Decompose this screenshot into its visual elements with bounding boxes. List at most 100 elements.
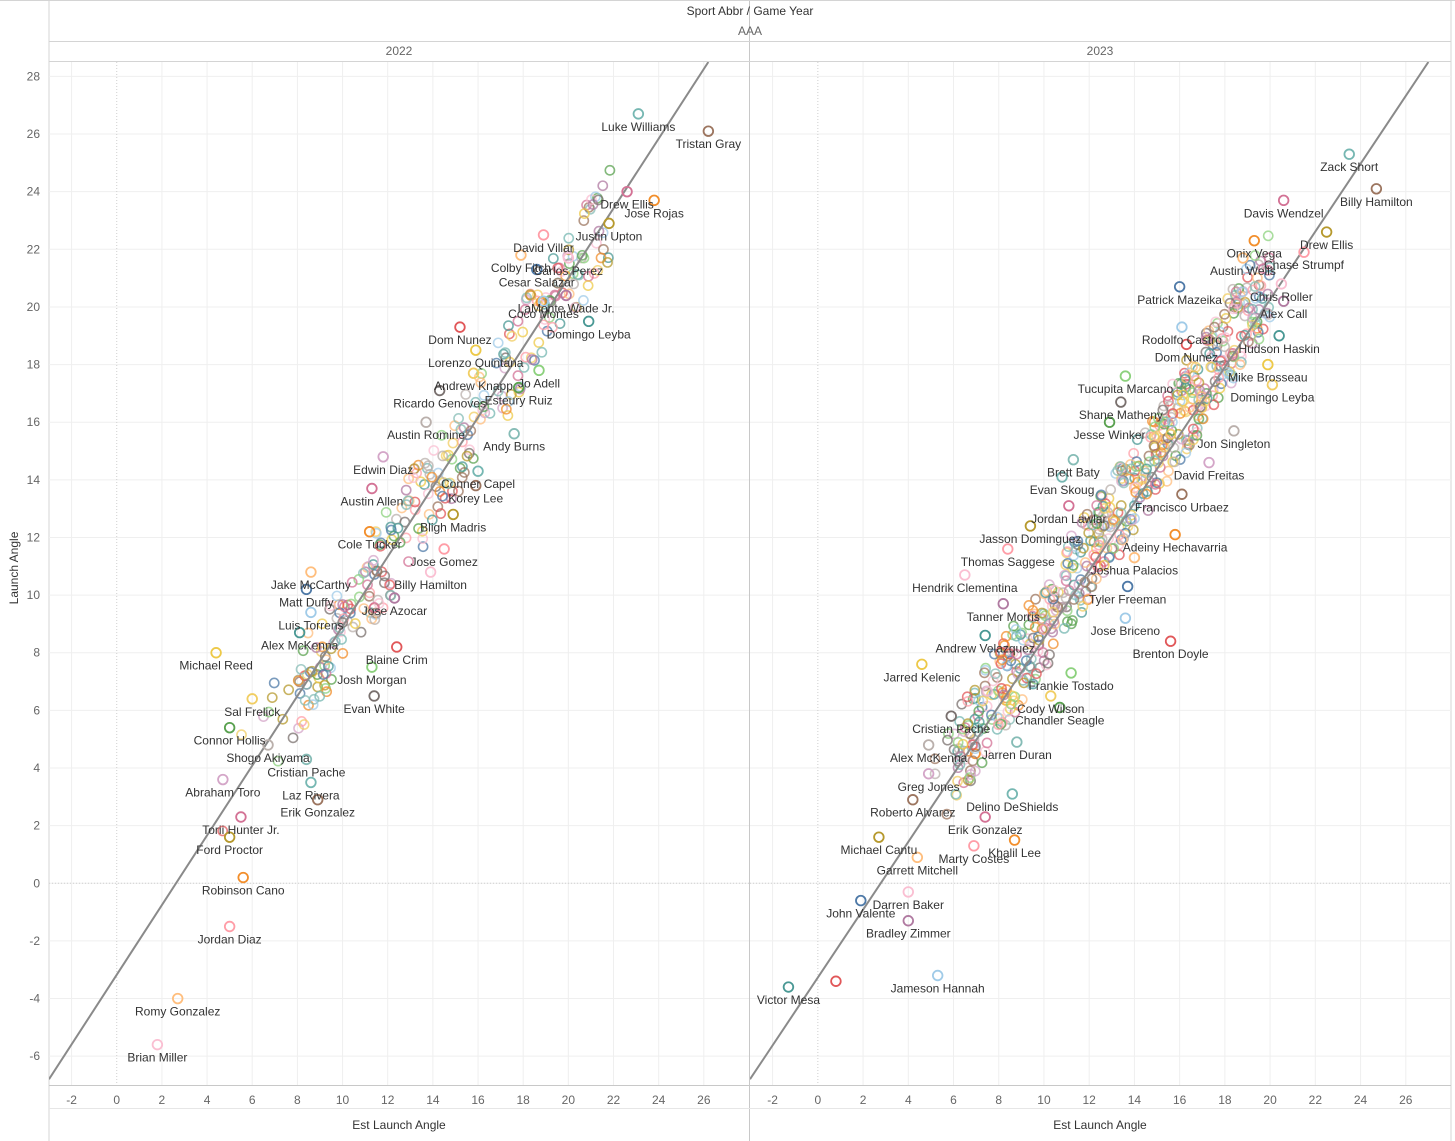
x-tick-label: 26 bbox=[697, 1093, 711, 1107]
x-tick-label: 20 bbox=[562, 1093, 576, 1107]
data-point bbox=[384, 579, 396, 591]
data-point bbox=[547, 321, 558, 333]
data-point bbox=[1219, 341, 1231, 353]
data-point bbox=[1249, 250, 1261, 261]
data-point bbox=[422, 488, 434, 500]
data-point bbox=[512, 315, 524, 327]
data-point-labeled bbox=[830, 975, 842, 987]
data-point bbox=[948, 728, 960, 740]
data-point bbox=[1092, 561, 1104, 573]
data-point bbox=[500, 352, 512, 364]
data-point bbox=[1107, 514, 1119, 525]
data-point-labeled bbox=[438, 543, 450, 555]
data-point-labeled bbox=[1056, 471, 1068, 483]
point-label: Ford Proctor bbox=[196, 843, 263, 857]
data-point bbox=[1118, 477, 1130, 489]
point-label: Austin Allen bbox=[341, 494, 404, 508]
data-point bbox=[426, 514, 438, 526]
data-point bbox=[972, 710, 984, 722]
data-point bbox=[353, 574, 365, 585]
data-point bbox=[297, 645, 309, 657]
data-point bbox=[1177, 389, 1189, 401]
data-point bbox=[1059, 569, 1071, 581]
point-label: Carlos Perez bbox=[534, 264, 603, 278]
point-label: Coco Montes bbox=[508, 307, 579, 321]
y-tick-label: 0 bbox=[33, 876, 40, 890]
data-point-labeled bbox=[1008, 834, 1021, 846]
data-point-labeled bbox=[424, 566, 437, 578]
data-point bbox=[1022, 644, 1034, 656]
x-tick-label: 8 bbox=[294, 1093, 301, 1107]
data-point-labeled bbox=[911, 851, 924, 864]
data-point bbox=[578, 295, 589, 306]
data-point bbox=[1047, 606, 1059, 618]
data-point-labeled bbox=[902, 886, 914, 898]
y-tick-label: 4 bbox=[33, 761, 40, 775]
plot-area bbox=[49, 62, 715, 1080]
data-point bbox=[1023, 619, 1035, 631]
data-point bbox=[1264, 311, 1276, 323]
data-point bbox=[503, 320, 514, 332]
data-point bbox=[992, 719, 1004, 731]
data-point bbox=[379, 577, 390, 589]
x-tick-label: 26 bbox=[1399, 1093, 1413, 1107]
data-point bbox=[1126, 514, 1138, 526]
data-point bbox=[458, 467, 470, 478]
data-point bbox=[456, 461, 468, 473]
data-point bbox=[1098, 520, 1110, 531]
y-tick-label: -6 bbox=[29, 1049, 40, 1063]
data-point-labeled bbox=[1002, 543, 1014, 555]
panel-title-2022: 2022 bbox=[386, 44, 413, 58]
point-label: Rodolfo Castro bbox=[1142, 333, 1222, 347]
data-point bbox=[346, 576, 358, 588]
x-tick-label: 10 bbox=[1037, 1093, 1051, 1107]
data-point bbox=[1097, 567, 1109, 578]
data-point-labeled bbox=[172, 992, 184, 1005]
data-point-labeled bbox=[1237, 252, 1249, 264]
data-point bbox=[1148, 440, 1160, 452]
trend-line bbox=[750, 62, 1430, 1080]
data-point-labeled bbox=[368, 690, 380, 702]
x-tick-label: 10 bbox=[336, 1093, 350, 1107]
data-point bbox=[1227, 283, 1239, 295]
y-tick-label: 20 bbox=[27, 300, 41, 314]
data-point bbox=[514, 383, 526, 395]
data-point bbox=[1150, 478, 1161, 490]
data-point bbox=[310, 642, 322, 653]
data-point-labeled bbox=[902, 915, 914, 927]
data-point bbox=[1159, 416, 1171, 428]
data-point bbox=[1263, 269, 1275, 281]
data-point-labeled bbox=[1063, 500, 1075, 512]
data-point bbox=[1047, 638, 1059, 650]
data-point bbox=[1027, 605, 1039, 616]
data-point bbox=[989, 648, 1000, 660]
point-label: Jarred Kelenic bbox=[883, 670, 960, 684]
data-point bbox=[1174, 454, 1186, 465]
data-point-labeled bbox=[931, 969, 944, 982]
point-label: Jose Briceno bbox=[1091, 624, 1161, 638]
data-point bbox=[1027, 678, 1039, 690]
data-point bbox=[1024, 638, 1036, 650]
point-label: Brenton Doyle bbox=[1133, 647, 1209, 661]
data-point bbox=[403, 556, 414, 567]
data-point bbox=[470, 396, 482, 408]
data-point bbox=[1067, 559, 1079, 571]
point-label: Cole Tucker bbox=[338, 538, 402, 552]
point-label: LaMonte Wade Jr. bbox=[518, 301, 615, 315]
data-point-labeled bbox=[1164, 635, 1177, 647]
data-point bbox=[236, 729, 247, 741]
data-point bbox=[1227, 303, 1239, 315]
point-label: Jordan Lawlar bbox=[1031, 512, 1106, 526]
data-point bbox=[428, 445, 440, 456]
data-point bbox=[1219, 308, 1230, 320]
data-point bbox=[1091, 518, 1103, 529]
data-point bbox=[1180, 447, 1192, 459]
point-label: Cristian Pache bbox=[912, 722, 990, 736]
data-point bbox=[1005, 698, 1017, 710]
data-point-labeled bbox=[873, 831, 885, 843]
data-point bbox=[1179, 373, 1191, 385]
data-point bbox=[1205, 361, 1217, 373]
point-label: Andrew Velazquez bbox=[935, 641, 1034, 655]
data-point bbox=[268, 677, 280, 689]
